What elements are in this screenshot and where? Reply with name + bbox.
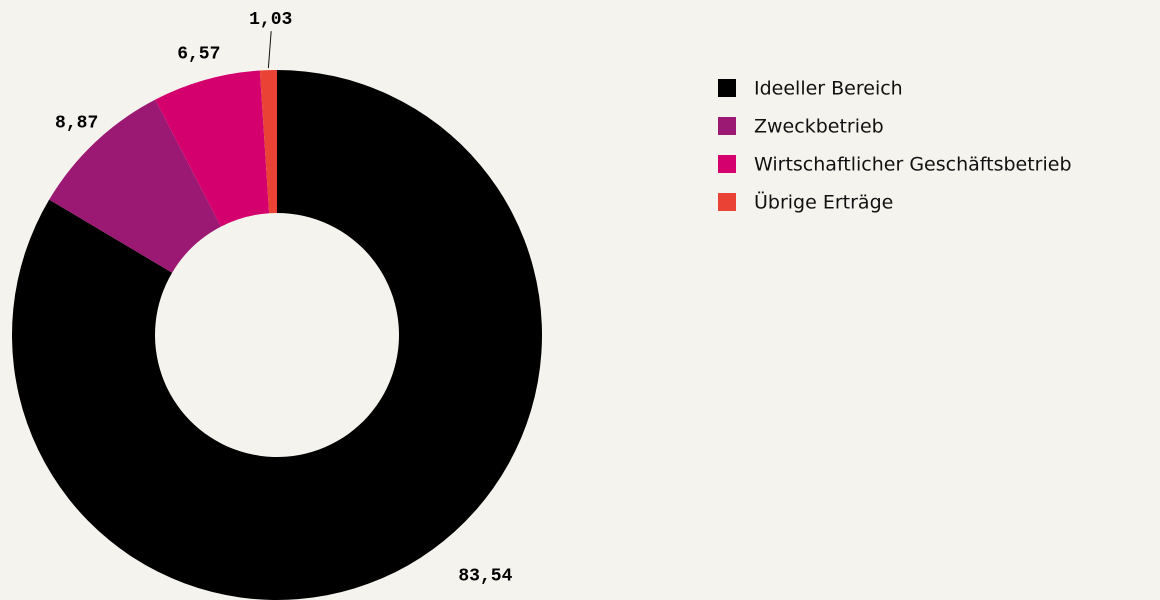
- value-label: 83,54: [458, 566, 512, 586]
- value-label: 6,57: [177, 44, 220, 64]
- legend-label: Zweckbetrieb: [754, 116, 884, 138]
- legend-swatch: [718, 117, 736, 135]
- leader-line: [267, 31, 272, 69]
- donut-slice: [12, 70, 542, 600]
- donut-slice: [259, 70, 277, 214]
- donut-slice: [49, 99, 221, 273]
- value-label: 1,03: [249, 10, 292, 30]
- legend-label: Wirtschaftlicher Geschäftsbetrieb: [754, 154, 1072, 176]
- legend-label: Ideeller Bereich: [754, 78, 903, 100]
- legend-swatch: [718, 79, 736, 97]
- legend-swatch: [718, 155, 736, 173]
- legend-label: Übrige Erträge: [754, 191, 893, 214]
- value-label: 8,87: [55, 113, 98, 133]
- legend-swatch: [718, 193, 736, 211]
- donut-slice: [155, 70, 270, 227]
